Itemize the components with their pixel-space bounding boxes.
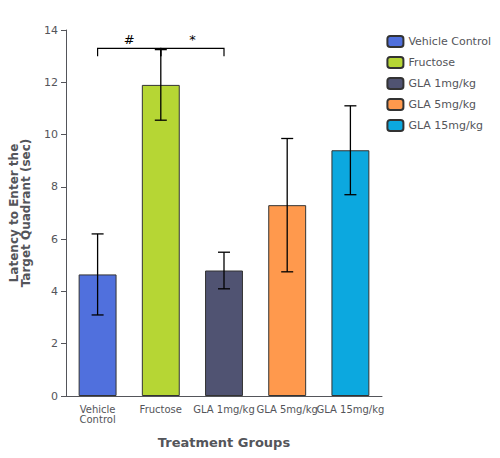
svg-text:GLA 15mg/kg: GLA 15mg/kg (316, 404, 384, 415)
svg-text:GLA 1mg/kg: GLA 1mg/kg (193, 404, 255, 415)
svg-text:Latency to Enter the: Latency to Enter the (7, 143, 21, 283)
svg-text:Fructose: Fructose (408, 56, 455, 69)
svg-text:GLA 15mg/kg: GLA 15mg/kg (408, 119, 483, 132)
svg-text:#: # (124, 32, 135, 47)
svg-text:Vehicle Control: Vehicle Control (408, 35, 491, 48)
svg-text:Target Quadrant (sec): Target Quadrant (sec) (19, 139, 33, 288)
svg-text:Vehicle: Vehicle (79, 403, 116, 415)
svg-text:10: 10 (44, 128, 58, 141)
svg-text:4: 4 (51, 285, 58, 298)
svg-text:8: 8 (51, 180, 58, 193)
svg-text:14: 14 (44, 24, 58, 37)
svg-text:12: 12 (44, 76, 58, 89)
svg-text:GLA 5mg/kg: GLA 5mg/kg (408, 98, 476, 111)
svg-text:GLA 5mg/kg: GLA 5mg/kg (256, 404, 318, 415)
svg-text:0: 0 (51, 390, 58, 403)
svg-text:2: 2 (51, 337, 58, 350)
svg-text:6: 6 (51, 233, 58, 246)
svg-text:GLA 1mg/kg: GLA 1mg/kg (408, 77, 476, 90)
svg-text:Control: Control (80, 414, 116, 425)
svg-text:Fructose: Fructose (140, 404, 182, 415)
svg-text:Treatment Groups: Treatment Groups (158, 435, 291, 450)
svg-text:*: * (189, 32, 196, 47)
